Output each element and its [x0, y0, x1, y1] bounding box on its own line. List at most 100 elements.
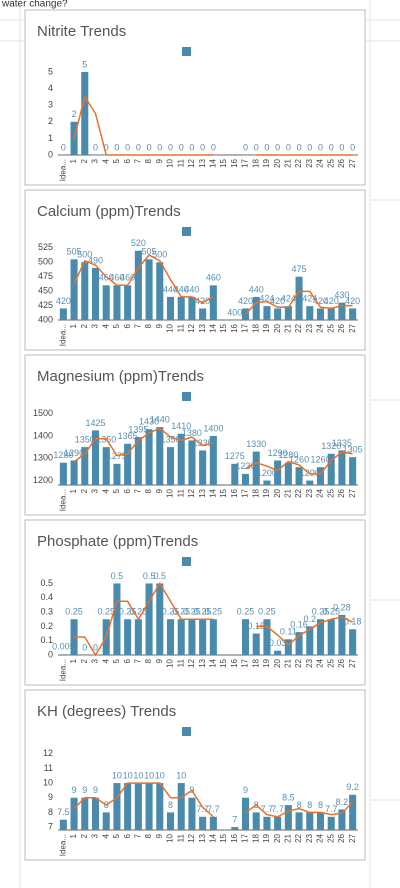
bar: [70, 121, 78, 155]
bar: [124, 619, 132, 655]
bar: [156, 783, 164, 830]
data-label: 0: [93, 642, 98, 652]
data-label: 0: [264, 142, 269, 152]
trend-line: [73, 427, 353, 475]
data-label: 2: [72, 109, 77, 119]
x-tick-label: 21: [283, 323, 292, 332]
bar: [188, 797, 196, 830]
data-label: 0: [136, 142, 141, 152]
data-label: 475: [292, 264, 307, 274]
y-tick-label: 2: [48, 116, 53, 126]
bar: [284, 462, 292, 485]
data-label: 10: [133, 770, 143, 780]
x-tick-label: 11: [176, 158, 185, 167]
x-tick-label: Idea...: [58, 834, 67, 856]
bar: [166, 447, 175, 485]
bar: [166, 296, 175, 320]
x-tick-label: 1: [69, 323, 78, 328]
bar: [316, 467, 325, 485]
data-label: 10: [144, 770, 154, 780]
bar: [284, 805, 292, 830]
data-label: 10: [155, 770, 165, 780]
data-label: 505: [67, 247, 82, 257]
bar: [199, 308, 207, 320]
data-label: 424: [302, 294, 317, 304]
data-label: 0.5: [111, 571, 124, 581]
x-tick-label: 7: [133, 658, 142, 663]
y-tick-label: 525: [38, 242, 53, 252]
data-label: 0.2: [304, 614, 317, 624]
data-label: 520: [131, 238, 146, 248]
bar: [81, 71, 89, 155]
x-tick-label: 9: [155, 833, 164, 838]
x-tick-label: 20: [273, 488, 282, 497]
x-tick-label: 5: [112, 488, 121, 493]
data-label: 1290: [268, 448, 288, 458]
x-tick-label: 13: [198, 158, 207, 167]
bar: [70, 259, 78, 320]
x-tick-label: Idea...: [58, 324, 67, 346]
data-label: 0.25: [312, 607, 330, 617]
legend-swatch: [182, 557, 191, 566]
y-tick-label: 400: [38, 314, 53, 324]
data-label: 0: [114, 142, 119, 152]
x-tick-label: 15: [219, 488, 228, 497]
x-tick-label: 4: [101, 158, 110, 163]
bar: [145, 783, 153, 830]
y-tick-label: 1: [48, 133, 53, 143]
x-tick-label: 18: [251, 658, 260, 667]
x-tick-label: 19: [262, 658, 271, 667]
x-tick-label: 21: [283, 833, 292, 842]
bar: [231, 827, 239, 830]
x-tick-label: 5: [112, 833, 121, 838]
data-label: 7.7: [325, 804, 338, 814]
x-tick-label: Idea...: [58, 659, 67, 681]
y-tick-label: 8: [48, 807, 53, 817]
x-tick-label: 5: [112, 323, 121, 328]
data-label: 1400: [203, 423, 223, 433]
data-label: 420: [238, 296, 253, 306]
x-tick-label: 2: [80, 488, 89, 493]
x-tick-label: 6: [123, 658, 132, 663]
data-label: 420: [270, 296, 285, 306]
y-tick-label: 12: [43, 748, 53, 758]
bar: [349, 794, 357, 830]
x-tick-label: 8: [144, 323, 153, 328]
x-tick-label: 26: [337, 323, 346, 332]
bar: [209, 619, 217, 655]
data-label: 440: [174, 284, 189, 294]
y-tick-label: 0.1: [40, 635, 53, 645]
x-tick-label: 27: [348, 833, 357, 842]
data-label: 420: [313, 296, 328, 306]
x-tick-label: 10: [166, 658, 175, 667]
y-tick-label: 450: [38, 285, 53, 295]
x-tick-label: 7: [133, 833, 142, 838]
bar: [156, 262, 164, 320]
x-tick-label: 11: [176, 488, 185, 497]
y-tick-label: 0.5: [40, 578, 53, 588]
data-label: 8: [307, 800, 312, 810]
x-tick-label: 3: [91, 323, 100, 328]
x-tick-label: 17: [241, 833, 250, 842]
x-tick-label: 15: [219, 833, 228, 842]
data-label: 400: [227, 307, 242, 317]
chart-title: Magnesium (ppm)Trends: [37, 368, 204, 385]
x-tick-label: 4: [101, 658, 110, 663]
bar: [166, 619, 175, 655]
x-tick-label: 14: [208, 323, 217, 332]
x-tick-label: 17: [241, 158, 250, 167]
x-tick-label: 15: [219, 158, 228, 167]
x-tick-label: 23: [305, 833, 314, 842]
data-label: 1425: [85, 418, 105, 428]
data-label: 0: [147, 142, 152, 152]
bar: [306, 306, 314, 320]
bar: [59, 654, 67, 655]
bar: [338, 809, 346, 830]
bar: [274, 460, 282, 485]
x-tick-label: 4: [101, 833, 110, 838]
y-tick-label: 0.4: [40, 592, 53, 602]
x-tick-label: 26: [337, 488, 346, 497]
data-label: 0.25: [172, 607, 190, 617]
data-label: 1260: [310, 455, 330, 465]
y-tick-label: 425: [38, 300, 53, 310]
